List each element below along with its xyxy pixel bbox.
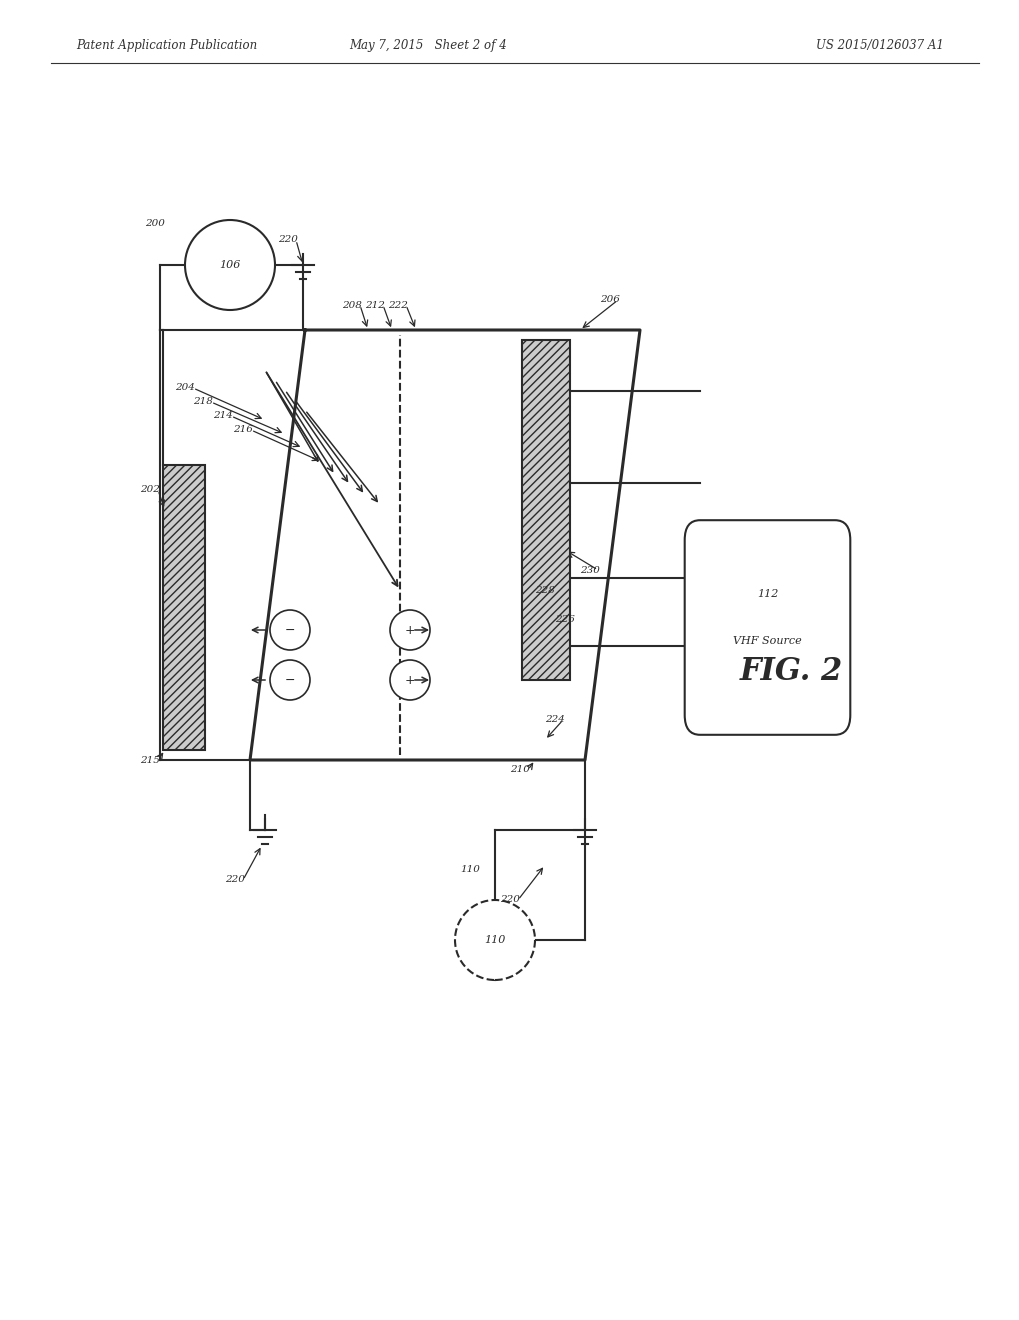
Text: 212: 212 <box>365 301 384 309</box>
Text: 206: 206 <box>599 296 620 305</box>
Text: 220: 220 <box>278 235 298 244</box>
Text: 106: 106 <box>219 260 240 271</box>
Text: US 2015/0126037 A1: US 2015/0126037 A1 <box>815 38 943 51</box>
Text: −: − <box>284 623 294 636</box>
Text: 218: 218 <box>193 397 213 407</box>
Ellipse shape <box>270 610 310 649</box>
Text: +: + <box>405 673 415 686</box>
Ellipse shape <box>454 900 535 979</box>
Ellipse shape <box>270 660 310 700</box>
Text: 112: 112 <box>756 590 777 599</box>
Text: FIG. 2: FIG. 2 <box>739 656 843 686</box>
Text: 208: 208 <box>341 301 362 309</box>
Text: 222: 222 <box>387 301 408 309</box>
Text: 224: 224 <box>544 715 565 725</box>
Ellipse shape <box>389 660 430 700</box>
Text: +: + <box>405 623 415 636</box>
Text: −: − <box>284 673 294 686</box>
Ellipse shape <box>389 610 430 649</box>
Text: 200: 200 <box>145 219 165 227</box>
Text: 220: 220 <box>225 875 245 884</box>
Text: VHF Source: VHF Source <box>733 636 801 645</box>
Text: 214: 214 <box>213 412 232 421</box>
Text: 204: 204 <box>175 384 195 392</box>
Text: 230: 230 <box>580 565 599 574</box>
Text: May 7, 2015   Sheet 2 of 4: May 7, 2015 Sheet 2 of 4 <box>350 38 506 51</box>
Text: 216: 216 <box>232 425 253 434</box>
Text: 202: 202 <box>140 486 160 495</box>
Bar <box>522 341 570 680</box>
Text: 110: 110 <box>460 866 479 874</box>
Text: 226: 226 <box>554 615 575 624</box>
Text: 210: 210 <box>510 766 529 775</box>
Ellipse shape <box>184 220 275 310</box>
Text: 228: 228 <box>535 586 554 594</box>
Text: 220: 220 <box>499 895 520 904</box>
Bar <box>163 465 205 750</box>
Text: Patent Application Publication: Patent Application Publication <box>76 38 258 51</box>
Text: 110: 110 <box>484 935 505 945</box>
FancyBboxPatch shape <box>684 520 850 735</box>
Text: 215: 215 <box>140 755 160 764</box>
